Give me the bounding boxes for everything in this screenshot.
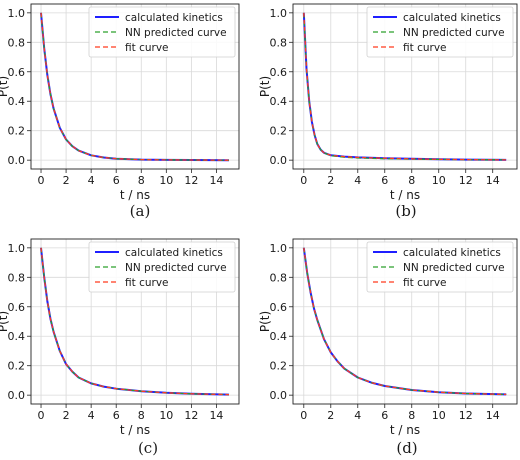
plot-frame: [30, 238, 240, 405]
x-tick-label: 6: [113, 174, 120, 187]
x-tick-label: 2: [327, 409, 334, 422]
chart-panel-a: 0 2 4 6 8 10 12 14 0.0 0.2 0.4 0.6 0.8 1.0 calculated …: [0, 3, 240, 220]
x-tick-label: 6: [381, 174, 388, 187]
x-tick-label: 2: [63, 174, 70, 187]
legend-label: calculated kinetics: [125, 247, 223, 259]
legend-box: [366, 241, 514, 293]
x-tick-label: 2: [327, 174, 334, 187]
y-tick-label: 0.4: [8, 330, 26, 343]
panel-caption: (c): [138, 439, 158, 457]
legend-label: NN predicted curve: [403, 262, 505, 274]
x-tick-label: 14: [486, 174, 500, 187]
x-tick-label: 4: [354, 409, 361, 422]
y-tick-label: 0.2: [270, 125, 288, 138]
chart-panel-d: 0 2 4 6 8 10 12 14 0.0 0.2 0.4 0.6 0.8 1.0 calculated …: [258, 238, 518, 457]
y-tick-label: 0.2: [8, 360, 26, 373]
x-axis-label: t / ns: [120, 188, 150, 202]
y-tick-label: 0.6: [8, 301, 26, 314]
x-tick-label: 8: [138, 409, 145, 422]
x-tick-label: 8: [138, 174, 145, 187]
x-tick-label: 12: [459, 409, 473, 422]
y-tick-label: 0.4: [270, 330, 288, 343]
x-tick-label: 4: [88, 174, 95, 187]
series-line-fit-curve: [40, 247, 230, 396]
y-tick-label: 0.8: [8, 271, 26, 284]
y-tick-label: 0.2: [8, 125, 26, 138]
y-tick-label: 0.8: [270, 36, 288, 49]
x-tick-label: 0: [38, 174, 45, 187]
x-tick-label: 12: [184, 409, 198, 422]
legend-label: calculated kinetics: [125, 12, 223, 24]
y-tick-label: 0.0: [270, 389, 288, 402]
y-tick-label: 0.6: [270, 301, 288, 314]
y-axis-label: P(t): [258, 76, 272, 97]
plot-frame: [292, 3, 518, 170]
x-tick-label: 14: [486, 409, 500, 422]
legend-label: NN predicted curve: [403, 27, 505, 39]
y-tick-label: 1.0: [270, 242, 288, 255]
y-tick-label: 1.0: [8, 242, 26, 255]
x-tick-label: 10: [432, 409, 446, 422]
y-tick-label: 1.0: [270, 7, 288, 20]
legend-label: fit curve: [125, 42, 169, 54]
x-axis-label: t / ns: [120, 423, 150, 437]
chart-panel-c: 0 2 4 6 8 10 12 14 0.0 0.2 0.4 0.6 0.8 1.0 calculated …: [0, 238, 240, 457]
y-tick-label: 0.6: [270, 66, 288, 79]
y-tick-label: 0.0: [8, 389, 26, 402]
x-tick-label: 10: [159, 409, 173, 422]
x-tick-label: 0: [38, 409, 45, 422]
y-tick-label: 0.0: [8, 154, 26, 167]
series-line-fit-curve: [303, 247, 507, 396]
x-tick-label: 8: [408, 409, 415, 422]
y-axis-label: P(t): [0, 76, 10, 97]
x-tick-label: 12: [459, 174, 473, 187]
chart-panel-b: 0 2 4 6 8 10 12 14 0.0 0.2 0.4 0.6 0.8 1.0 calculated …: [258, 3, 518, 220]
legend-label: NN predicted curve: [125, 262, 227, 274]
x-tick-label: 6: [113, 409, 120, 422]
y-tick-label: 0.4: [8, 95, 26, 108]
x-tick-label: 10: [159, 174, 173, 187]
y-tick-label: 0.8: [270, 271, 288, 284]
y-tick-label: 0.6: [8, 66, 26, 79]
y-tick-label: 0.4: [270, 95, 288, 108]
x-tick-label: 4: [88, 409, 95, 422]
legend-box: [88, 241, 236, 293]
legend-box: [88, 6, 236, 58]
series-line-fit-curve: [40, 12, 230, 161]
legend-box: [366, 6, 514, 58]
plot-frame: [30, 3, 240, 170]
plot-frame: [292, 238, 518, 405]
x-axis-label: t / ns: [390, 188, 420, 202]
y-tick-label: 0.8: [8, 36, 26, 49]
legend-label: fit curve: [125, 277, 169, 289]
x-tick-label: 14: [209, 174, 223, 187]
x-tick-label: 8: [408, 174, 415, 187]
legend-label: calculated kinetics: [403, 247, 501, 259]
y-axis-label: P(t): [0, 311, 10, 332]
x-tick-label: 2: [63, 409, 70, 422]
legend-label: fit curve: [403, 277, 447, 289]
y-tick-label: 1.0: [8, 7, 26, 20]
legend-label: NN predicted curve: [125, 27, 227, 39]
panel-caption: (d): [396, 439, 417, 457]
x-tick-label: 4: [354, 174, 361, 187]
y-tick-label: 0.2: [270, 360, 288, 373]
series-line-fit-curve: [303, 12, 507, 161]
legend-label: calculated kinetics: [403, 12, 501, 24]
x-tick-label: 12: [184, 174, 198, 187]
x-tick-label: 0: [300, 174, 307, 187]
x-tick-label: 0: [300, 409, 307, 422]
y-tick-label: 0.0: [270, 154, 288, 167]
y-axis-label: P(t): [258, 311, 272, 332]
panel-caption: (b): [395, 202, 416, 220]
x-tick-label: 10: [432, 174, 446, 187]
legend-label: fit curve: [403, 42, 447, 54]
x-tick-label: 14: [209, 409, 223, 422]
x-axis-label: t / ns: [390, 423, 420, 437]
x-tick-label: 6: [381, 409, 388, 422]
panel-caption: (a): [130, 202, 151, 220]
